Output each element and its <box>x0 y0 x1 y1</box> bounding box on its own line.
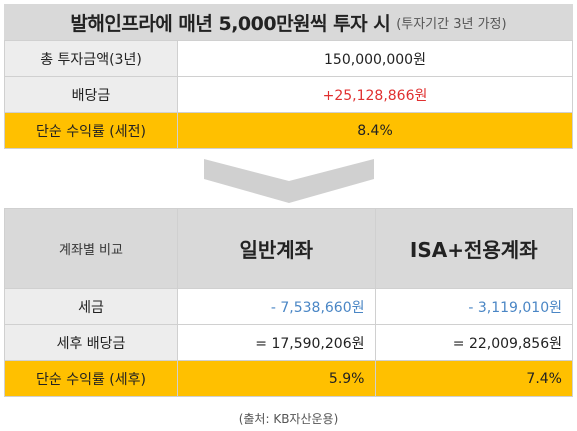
after-tax-dividend-isa: = 22,009,856원 <box>374 324 573 361</box>
pretax-return-value: 8.4% <box>177 112 573 149</box>
after-tax-return-general: 5.9% <box>177 360 376 397</box>
after-tax-return-isa: 7.4% <box>374 360 573 397</box>
table-row: 배당금 +25,128,866원 <box>4 76 573 113</box>
source-caption: (출처: KB자산운용) <box>238 412 339 426</box>
row-label: 단순 수익률 (세전) <box>4 112 178 149</box>
table-row: 단순 수익률 (세후) 5.9% 7.4% <box>4 360 573 397</box>
column-header-general: 일반계좌 <box>177 208 376 289</box>
row-label: 단순 수익률 (세후) <box>4 360 178 397</box>
dividend-value: +25,128,866원 <box>177 76 573 113</box>
tax-general: - 7,538,660원 <box>177 288 376 325</box>
page-title: 발해인프라에 매년 5,000만원씩 투자 시 <box>70 12 391 35</box>
tax-isa: - 3,119,010원 <box>374 288 573 325</box>
summary-table: 총 투자금액(3년) 150,000,000원 배당금 +25,128,866원… <box>4 40 573 149</box>
table-row: 총 투자금액(3년) 150,000,000원 <box>4 40 573 77</box>
table-row: 세금 - 7,538,660원 - 3,119,010원 <box>4 288 573 325</box>
page-subtitle: (투자기간 3년 가정) <box>396 16 507 32</box>
comparison-table: 계좌별 비교 일반계좌 ISA+전용계좌 세금 - 7,538,660원 - 3… <box>4 208 573 397</box>
row-label: 총 투자금액(3년) <box>4 40 178 77</box>
row-label: 배당금 <box>4 76 178 113</box>
table-header-row: 계좌별 비교 일반계좌 ISA+전용계좌 <box>4 208 573 289</box>
total-investment-value: 150,000,000원 <box>177 40 573 77</box>
column-header-isa: ISA+전용계좌 <box>374 208 573 289</box>
table-row: 세후 배당금 = 17,590,206원 = 22,009,856원 <box>4 324 573 361</box>
row-label: 세후 배당금 <box>4 324 178 361</box>
table-row: 단순 수익률 (세전) 8.4% <box>4 112 573 149</box>
after-tax-dividend-general: = 17,590,206원 <box>177 324 376 361</box>
row-label: 세금 <box>4 288 178 325</box>
chevron-down-icon <box>204 159 374 203</box>
compare-header-label: 계좌별 비교 <box>4 208 178 289</box>
title-bar: 발해인프라에 매년 5,000만원씩 투자 시 (투자기간 3년 가정) <box>4 4 573 41</box>
